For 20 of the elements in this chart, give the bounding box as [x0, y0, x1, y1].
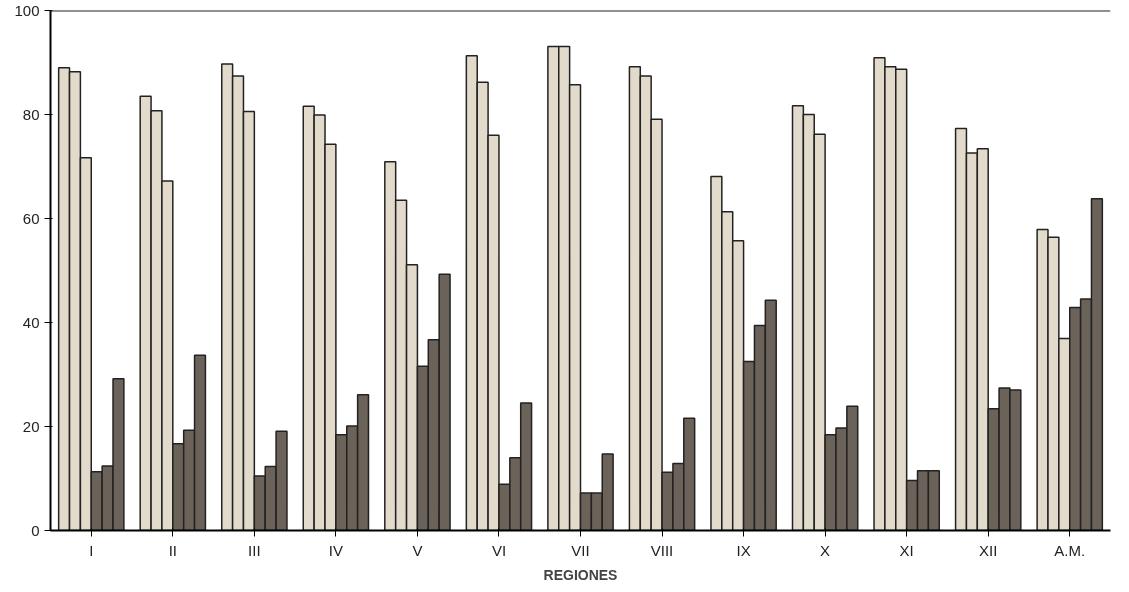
x-tick-label: A.M.: [1054, 541, 1086, 559]
x-tick-label: III: [248, 541, 261, 559]
x-tick-label: VI: [491, 541, 507, 559]
x-tick-label: IX: [736, 541, 751, 559]
y-tick-label: 40: [22, 313, 40, 331]
x-tick-label: V: [412, 541, 423, 559]
x-tick-label: X: [820, 541, 831, 559]
x-tick-label: VIII: [650, 541, 674, 559]
y-tick-label: 0: [31, 521, 40, 539]
y-tick-label: 80: [22, 105, 40, 123]
x-axis-title: REGIONES: [543, 566, 618, 583]
x-tick-label: XII: [979, 541, 998, 559]
x-tick-label: IV: [328, 541, 343, 559]
y-tick-label: 100: [14, 1, 40, 19]
y-tick-label: 20: [22, 417, 40, 435]
x-tick-label: VII: [571, 541, 590, 559]
x-tick-label: II: [168, 541, 177, 559]
y-tick-label: 60: [22, 209, 40, 227]
x-tick-label: XI: [899, 541, 914, 559]
x-tick-label: I: [89, 541, 94, 559]
